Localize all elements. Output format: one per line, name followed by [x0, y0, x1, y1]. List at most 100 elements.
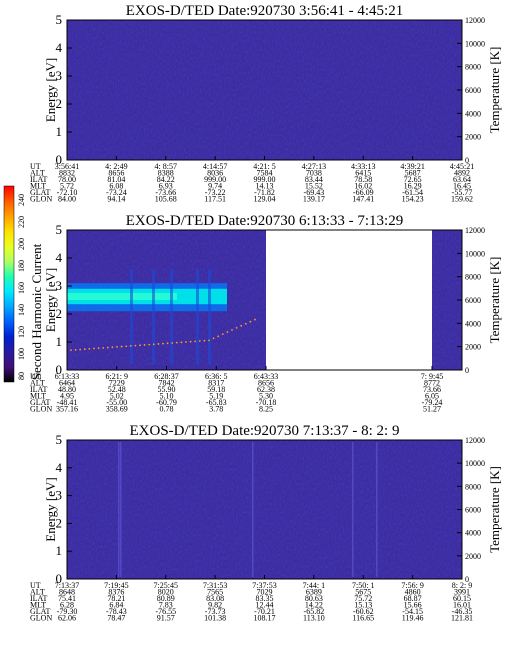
temperature-point [129, 345, 132, 347]
orbit-value: 101.38 [204, 614, 226, 623]
y2-axis-label: Temperature [K] [487, 466, 502, 553]
orbit-value: 7584 [257, 169, 273, 178]
orbit-value: 81.04 [107, 175, 125, 184]
orbit-value: 6.05 [425, 392, 439, 401]
orbit-value: 3.78 [209, 405, 223, 414]
orbit-row-label: MLT [30, 182, 46, 191]
orbit-value: 9.74 [208, 182, 222, 191]
temperature-point [83, 348, 86, 351]
orbit-value: 6:21: 9 [106, 372, 128, 381]
orbit-value: 55.90 [158, 385, 176, 394]
orbit-value: 5687 [405, 169, 421, 178]
orbit-value: 6:28:37 [154, 372, 178, 381]
orbit-value: 159.62 [451, 195, 473, 204]
orbit-value: 5.30 [259, 392, 273, 401]
y-tick-label: 4 [56, 40, 63, 55]
y2-tick-label: 12000 [465, 436, 485, 445]
y2-tick-label: 6000 [465, 296, 481, 305]
temperature-point [221, 333, 224, 336]
temperature-point [111, 346, 114, 349]
temperature-point [93, 347, 95, 350]
color-scale-bar: 240 220 200 180 160 140 120 100 80 Second Harmoni… [3, 185, 44, 383]
temperature-point [189, 340, 192, 343]
orbit-value: 8656 [108, 169, 124, 178]
color-scale-tick: 80 [17, 372, 26, 380]
flux-streak [118, 442, 120, 577]
flux-streak [152, 269, 155, 365]
orbit-value: 6.84 [109, 601, 123, 610]
orbit-value: 5.10 [160, 392, 174, 401]
temperature-point [102, 346, 105, 349]
y-tick-label: 0 [56, 362, 63, 377]
orbit-row-label: GLON [30, 405, 52, 414]
orbit-value: -54.15 [402, 607, 423, 616]
orbit-row-label: GLON [30, 614, 52, 623]
orbit-value: 84.22 [157, 175, 175, 184]
orbit-value: 4:27:13 [302, 162, 326, 171]
temperature-point [208, 339, 210, 342]
orbit-value: 78.00 [58, 175, 76, 184]
temperature-point [254, 318, 256, 321]
color-scale-tick: 120 [17, 326, 26, 338]
y-tick-label: 5 [56, 432, 63, 447]
orbit-value: 8: 2: 9 [452, 581, 472, 590]
temperature-point [203, 339, 206, 342]
orbit-value: 999.00 [204, 175, 226, 184]
color-scale-title: Second Harmonic Current [29, 243, 44, 380]
temperature-point [88, 347, 91, 350]
orbit-row-label: ALT [30, 588, 45, 597]
orbit-row-label: UT [30, 372, 41, 381]
orbit-value: 9.82 [208, 601, 222, 610]
orbit-value: -73.66 [155, 188, 176, 197]
orbit-value: -55.77 [452, 188, 473, 197]
temperature-point [139, 344, 141, 347]
orbit-value: 7565 [207, 588, 223, 597]
orbit-value: 7:19:45 [104, 581, 128, 590]
orbit-value: -70.21 [254, 607, 275, 616]
orbit-value: 16.45 [453, 182, 471, 191]
orbit-value: 68.87 [404, 594, 422, 603]
y2-tick-label: 10000 [465, 249, 485, 258]
color-scale-tick: 160 [17, 282, 26, 294]
orbit-value: 78.58 [354, 175, 372, 184]
y-axis-label: Energy [eV] [43, 477, 58, 541]
temperature-point [240, 324, 243, 327]
orbit-value: -76.55 [155, 607, 176, 616]
orbit-row-label: UT [30, 581, 41, 590]
orbit-value: -60.62 [353, 607, 374, 616]
orbit-value: -72.10 [57, 188, 78, 197]
orbit-value: 16.01 [453, 601, 471, 610]
orbit-value: 8.25 [259, 405, 273, 414]
temperature-point [171, 342, 174, 344]
orbit-value: 8376 [108, 588, 124, 597]
temperature-point [217, 335, 220, 338]
temperature-point [185, 341, 187, 343]
y-tick-label: 5 [56, 12, 63, 27]
temperature-point [162, 342, 164, 345]
orbit-value: 83.35 [256, 594, 274, 603]
orbit-value: 7.83 [159, 601, 173, 610]
temperature-point [166, 342, 169, 345]
orbit-value: 6.93 [159, 182, 173, 191]
orbit-value: -73.73 [205, 607, 226, 616]
orbit-value: 6:36: 5 [205, 372, 227, 381]
orbit-value: 6:43:33 [254, 372, 278, 381]
orbit-row-label: ALT [30, 379, 45, 388]
orbit-value: 83.44 [305, 175, 323, 184]
orbit-value: 6.28 [60, 601, 74, 610]
orbit-value: 7229 [109, 379, 125, 388]
orbit-value: 15.66 [404, 601, 422, 610]
orbit-row-label: GLON [30, 195, 52, 204]
y-tick-label: 4 [56, 460, 63, 475]
panel-1: EXOS-D/TED Date:920730 3:56:41 - 4:45:21… [30, 3, 502, 204]
orbit-value: 73.66 [423, 385, 441, 394]
temperature-point [106, 346, 109, 349]
orbit-value: 4:14:57 [203, 162, 227, 171]
orbit-value: 119.46 [402, 614, 424, 623]
orbit-value: 5.19 [209, 392, 223, 401]
temperature-point [231, 329, 233, 331]
orbit-value: 7:44: 1 [303, 581, 325, 590]
flux-streak [130, 269, 133, 365]
flux-streak [352, 442, 354, 577]
temperature-point [134, 344, 137, 347]
